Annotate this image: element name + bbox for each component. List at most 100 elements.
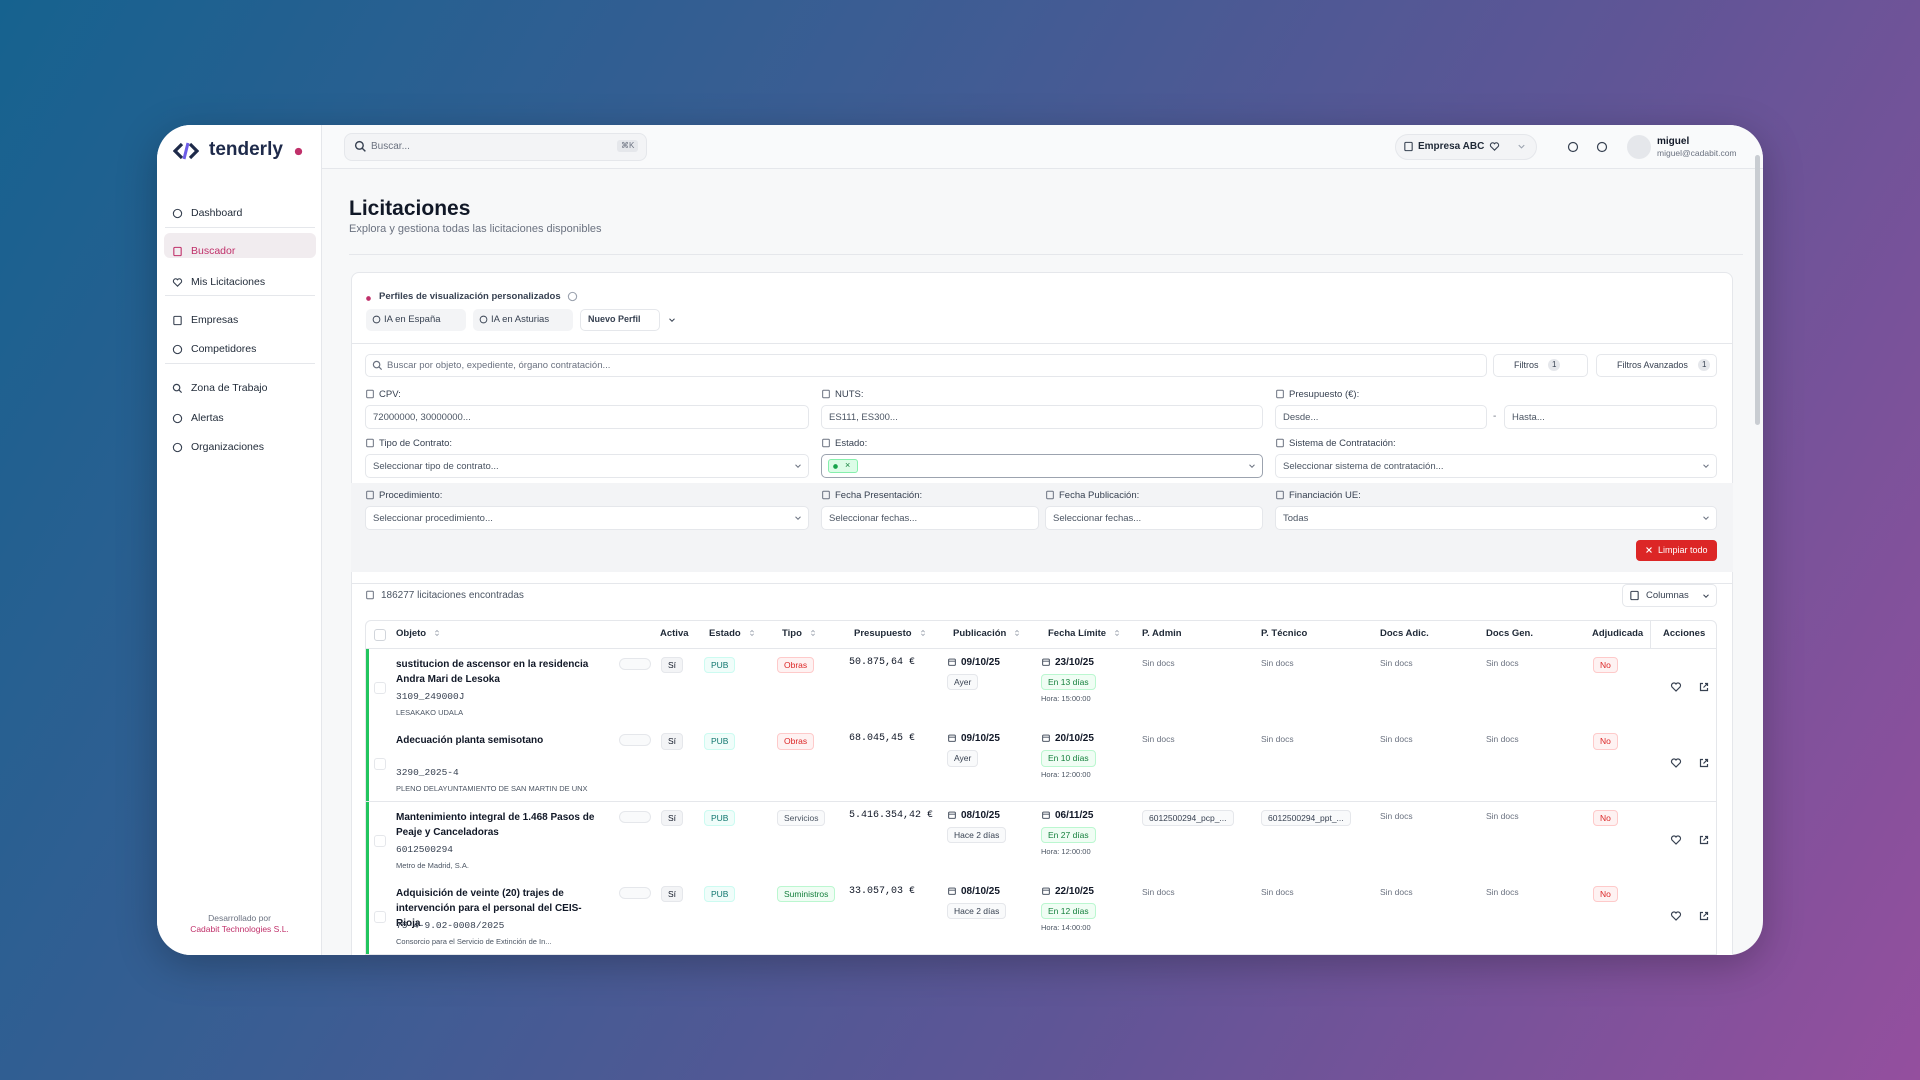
badge: Ayer (947, 750, 979, 767)
nav-item[interactable]: Buscador (191, 245, 236, 257)
footer-link[interactable]: Cadabit Technologies S.L. (190, 924, 289, 934)
input[interactable] (821, 405, 1263, 429)
row-checkbox[interactable] (374, 911, 386, 924)
badge[interactable]: 6012500294_ppt_... (1261, 809, 1351, 826)
icon (1404, 141, 1413, 152)
doc-status: Sin docs (1380, 658, 1413, 668)
header-checkbox (374, 629, 386, 641)
tender-title[interactable]: Mantenimiento integral de 1.468 Pasos de… (396, 811, 595, 838)
hora: Hora: 15:00:00 (1041, 694, 1091, 703)
column-header[interactable]: Objeto (396, 628, 427, 639)
icon (1046, 490, 1054, 500)
expediente: 75-4-9.02-0008/2025 (396, 920, 505, 932)
nav-item[interactable]: Zona de Trabajo (191, 382, 268, 394)
input[interactable] (365, 454, 809, 478)
divider (351, 343, 1733, 344)
input[interactable] (1045, 506, 1263, 530)
row-checkbox[interactable] (374, 758, 386, 771)
nav-item[interactable]: Empresas (191, 314, 239, 326)
tender-title[interactable]: sustitucion de ascensor en la residencia… (396, 659, 589, 685)
badge: No (1593, 733, 1618, 750)
badge: En 12 días (1041, 903, 1096, 920)
estado-select[interactable] (821, 454, 1263, 478)
icon[interactable] (1698, 834, 1710, 846)
tender-title[interactable]: Adecuación planta semisotano (396, 735, 544, 747)
badge: Sí (661, 657, 684, 674)
icon (366, 590, 374, 600)
icon (1630, 590, 1639, 601)
nav-item[interactable]: Organizaciones (191, 441, 264, 453)
icon[interactable] (1670, 757, 1682, 769)
clear-button[interactable] (1636, 540, 1717, 561)
icon[interactable] (1670, 681, 1682, 693)
doc-status: Sin docs (1261, 734, 1294, 745)
input[interactable] (821, 506, 1039, 530)
badge[interactable]: 6012500294_pcp_... (1142, 809, 1234, 826)
column-header[interactable]: Publicación (953, 628, 1007, 639)
field-label: Fecha Publicación: (1059, 490, 1140, 501)
column-header: P. Admin (1142, 628, 1182, 639)
input[interactable] (365, 405, 809, 429)
profile-chip[interactable] (366, 309, 466, 331)
input[interactable] (1275, 454, 1717, 478)
icon (1015, 629, 1019, 637)
field-label: Sistema de Contratación: (1289, 438, 1396, 449)
new-profile-button[interactable] (580, 309, 660, 331)
icon (172, 278, 183, 287)
doc-status: Sin docs (1380, 810, 1413, 821)
column-header[interactable]: Estado (709, 628, 741, 639)
limite-date: 06/11/25 (1055, 809, 1094, 821)
icon[interactable] (1698, 757, 1710, 769)
icon[interactable] (1698, 910, 1710, 922)
input-placeholder: Seleccionar procedimiento... (373, 513, 493, 524)
source-logo (619, 658, 651, 670)
advanced-filters-button[interactable] (1596, 354, 1717, 377)
badge: Hace 2 días (947, 903, 1007, 920)
nav-item[interactable]: Competidores (191, 343, 257, 355)
badge: Sí (661, 733, 684, 750)
input[interactable] (1275, 506, 1717, 530)
column-header[interactable]: Fecha Límite (1048, 628, 1107, 639)
column-header: P. Técnico (1261, 628, 1308, 639)
field-label: Estado: (835, 438, 868, 449)
divider (349, 254, 1743, 255)
field-label: Fecha Presentación: (835, 490, 923, 501)
publicacion-date: 09/10/25 (961, 657, 1000, 668)
company-selector[interactable] (1395, 134, 1537, 160)
filter-search[interactable] (365, 354, 1487, 377)
profile-name: IA en Asturias (491, 314, 550, 325)
chip-remove[interactable]: × (845, 460, 851, 470)
icon[interactable] (1670, 910, 1682, 922)
nav-item[interactable]: Alertas (191, 412, 224, 424)
input[interactable] (1275, 405, 1487, 429)
doc-status: Sin docs (1142, 734, 1175, 745)
badge: Sí (661, 809, 684, 826)
sidebar (157, 125, 322, 955)
nav-item[interactable]: Dashboard (191, 207, 243, 219)
row-checkbox[interactable] (374, 682, 386, 694)
icon (1276, 389, 1284, 399)
row-checkbox[interactable] (374, 834, 386, 847)
profile-chip[interactable] (473, 309, 573, 331)
input[interactable] (1504, 405, 1717, 429)
input[interactable] (365, 506, 809, 530)
app-window: tenderly Dashboard Buscador Mis Licitacione… (157, 125, 1763, 955)
icon (921, 629, 925, 637)
presupuesto: 5.416.354,42 € (849, 809, 934, 821)
expediente: 3109_249000J (396, 691, 465, 702)
icon (172, 383, 183, 394)
icon (822, 389, 830, 399)
nav-item[interactable]: Mis Licitaciones (191, 276, 266, 288)
badge: No (1593, 657, 1618, 674)
column-header: Docs Gen. (1486, 628, 1533, 639)
icon (1042, 735, 1050, 743)
tender-title[interactable]: Adquisición de veinte (20) trajes de int… (396, 888, 582, 930)
column-header[interactable]: Tipo (782, 628, 802, 639)
icon[interactable] (1698, 681, 1710, 693)
icon[interactable] (1670, 834, 1682, 846)
columns-button[interactable] (1622, 584, 1717, 607)
global-search[interactable] (344, 133, 647, 161)
column-header[interactable]: Presupuesto (854, 628, 912, 639)
filters-button[interactable] (1493, 354, 1588, 377)
icon (366, 296, 371, 301)
